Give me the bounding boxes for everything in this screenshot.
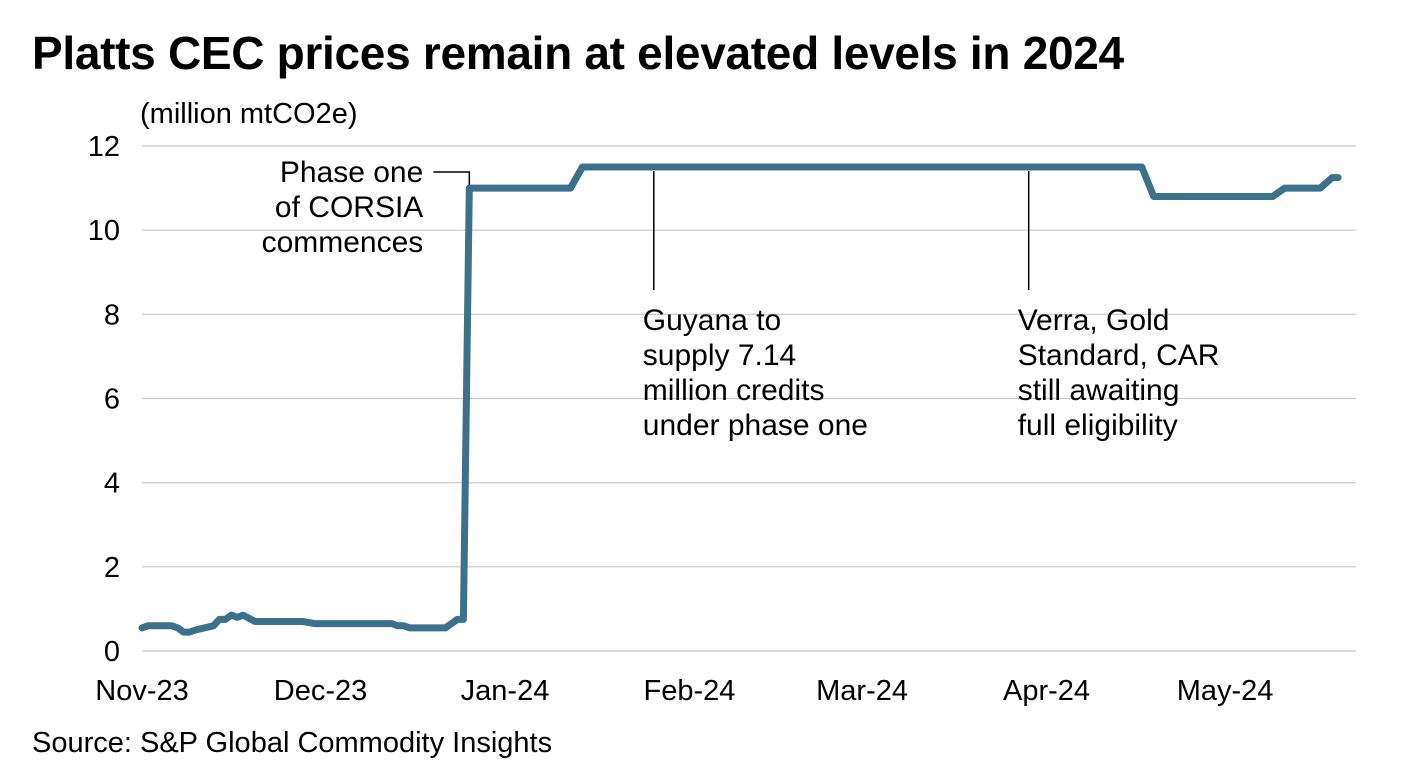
y-tick-label: 6	[104, 384, 120, 416]
annotation-line: under phase one	[643, 409, 868, 442]
chart-title: Platts CEC prices remain at elevated lev…	[32, 27, 1124, 79]
annotation-line: commences	[262, 226, 424, 259]
annotation-line: supply 7.14	[643, 339, 796, 372]
y-axis-ticks: 0 2 4 6 8 10 12	[88, 131, 120, 668]
annotation-line: Verra, Gold	[1018, 304, 1170, 337]
annotation-leader	[433, 171, 471, 187]
x-tick-label: Nov-23	[95, 675, 189, 707]
y-tick-label: 8	[104, 299, 120, 331]
annotation-text: Guyana to supply 7.14 million credits under…	[643, 304, 868, 442]
annotation-line: of CORSIA	[275, 191, 423, 224]
y-axis-unit-label: (million mtCO2e)	[140, 98, 358, 130]
x-tick-label: Jan-24	[461, 675, 550, 707]
y-tick-label: 2	[104, 552, 120, 584]
y-tick-label: 12	[88, 131, 120, 163]
x-axis-ticks: Nov-23 Dec-23 Jan-24 Feb-24 Mar-24 Apr-24 May-…	[95, 675, 1273, 707]
series-layer	[138, 163, 1342, 636]
annotation-line: still awaiting	[1018, 374, 1180, 407]
annotation-text: Phase one of CORSIA commences	[262, 156, 424, 259]
y-tick-label: 4	[104, 468, 120, 500]
y-tick-label: 0	[104, 636, 120, 668]
annotation-line: full eligibility	[1018, 409, 1178, 442]
x-tick-label: Feb-24	[644, 675, 736, 707]
annotations: Phase one of CORSIA commences Guyana to supp…	[262, 156, 1220, 442]
annotation-line: Guyana to	[643, 304, 781, 337]
series-line-0	[138, 163, 1342, 636]
annotation-line: Phase one	[280, 156, 423, 189]
annotation-text: Verra, Gold Standard, CAR still awaiting fu…	[1018, 304, 1220, 442]
x-tick-label: Dec-23	[274, 675, 368, 707]
gridlines	[142, 145, 1356, 652]
y-tick-label: 10	[88, 215, 120, 247]
x-tick-label: Apr-24	[1003, 675, 1090, 707]
source-note: Source: S&P Global Commodity Insights	[32, 727, 553, 759]
annotation-line: million credits	[643, 374, 825, 407]
x-tick-label: Mar-24	[816, 675, 908, 707]
x-tick-label: May-24	[1177, 675, 1274, 707]
annotation-line: Standard, CAR	[1018, 339, 1220, 372]
